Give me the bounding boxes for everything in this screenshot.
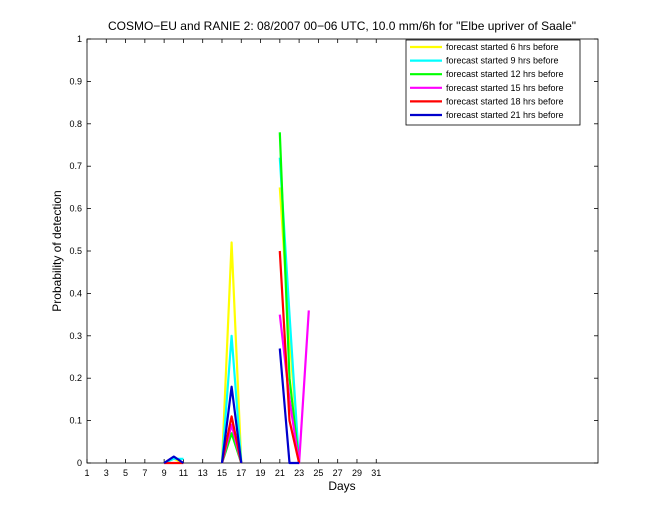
x-axis-title: Days xyxy=(328,479,355,493)
x-tick-label: 17 xyxy=(236,468,246,478)
x-tick-label: 25 xyxy=(313,468,323,478)
series-line-4 xyxy=(278,310,310,465)
y-tick-label: 0.2 xyxy=(69,373,82,383)
x-tick-label: 21 xyxy=(275,468,285,478)
series-line-6 xyxy=(278,348,300,465)
legend-label-2: forecast started 9 hrs before xyxy=(446,56,559,66)
x-tick-label: 1 xyxy=(84,468,89,478)
legend: forecast started 6 hrs before forecast st… xyxy=(405,39,581,126)
x-tick-label: 7 xyxy=(142,468,147,478)
legend-label-5: forecast started 18 hrs before xyxy=(446,96,564,106)
series-layer xyxy=(163,132,310,465)
x-tick-label: 19 xyxy=(256,468,266,478)
y-tick-label: 0.5 xyxy=(69,246,82,256)
series-line-5 xyxy=(278,250,301,464)
legend-label-4: forecast started 15 hrs before xyxy=(446,83,564,93)
x-tick-label: 5 xyxy=(123,468,128,478)
x-tick-label: 3 xyxy=(104,468,109,478)
series-line-5 xyxy=(220,415,243,464)
y-tick-label: 0.1 xyxy=(69,416,82,426)
y-tick-label: 1 xyxy=(77,34,82,44)
ticks-layer: 1 3 5 7 9 11 13 15 17 19 21 23 25 27 29 3100.10.20.30.4… xyxy=(69,34,598,478)
chart-title: COSMO−EU and RANIE 2: 08/2007 00−06 UTC,… xyxy=(108,19,576,33)
y-tick-label: 0 xyxy=(77,458,82,468)
y-tick-label: 0.6 xyxy=(69,204,82,214)
y-tick-label: 0.8 xyxy=(69,119,82,129)
legend-label-6: forecast started 21 hrs before xyxy=(446,110,564,120)
series-line-1 xyxy=(220,241,243,464)
y-axis-title: Probability of detection xyxy=(50,190,64,311)
x-tick-label: 29 xyxy=(352,468,362,478)
y-tick-label: 0.7 xyxy=(69,161,82,171)
legend-label-1: forecast started 6 hrs before xyxy=(446,42,559,52)
x-tick-label: 31 xyxy=(371,468,381,478)
x-tick-label: 27 xyxy=(333,468,343,478)
series-line-6 xyxy=(163,455,185,464)
x-tick-label: 13 xyxy=(198,468,208,478)
legend-label-3: forecast started 12 hrs before xyxy=(446,69,564,79)
y-tick-label: 0.9 xyxy=(69,76,82,86)
y-tick-label: 0.4 xyxy=(69,288,82,298)
series-line-2 xyxy=(220,334,243,464)
x-tick-label: 9 xyxy=(162,468,167,478)
legend-box xyxy=(405,39,581,126)
x-tick-label: 23 xyxy=(294,468,304,478)
x-tick-label: 15 xyxy=(217,468,227,478)
series-line-6 xyxy=(220,385,243,464)
y-tick-label: 0.3 xyxy=(69,331,82,341)
x-tick-label: 11 xyxy=(179,468,188,478)
